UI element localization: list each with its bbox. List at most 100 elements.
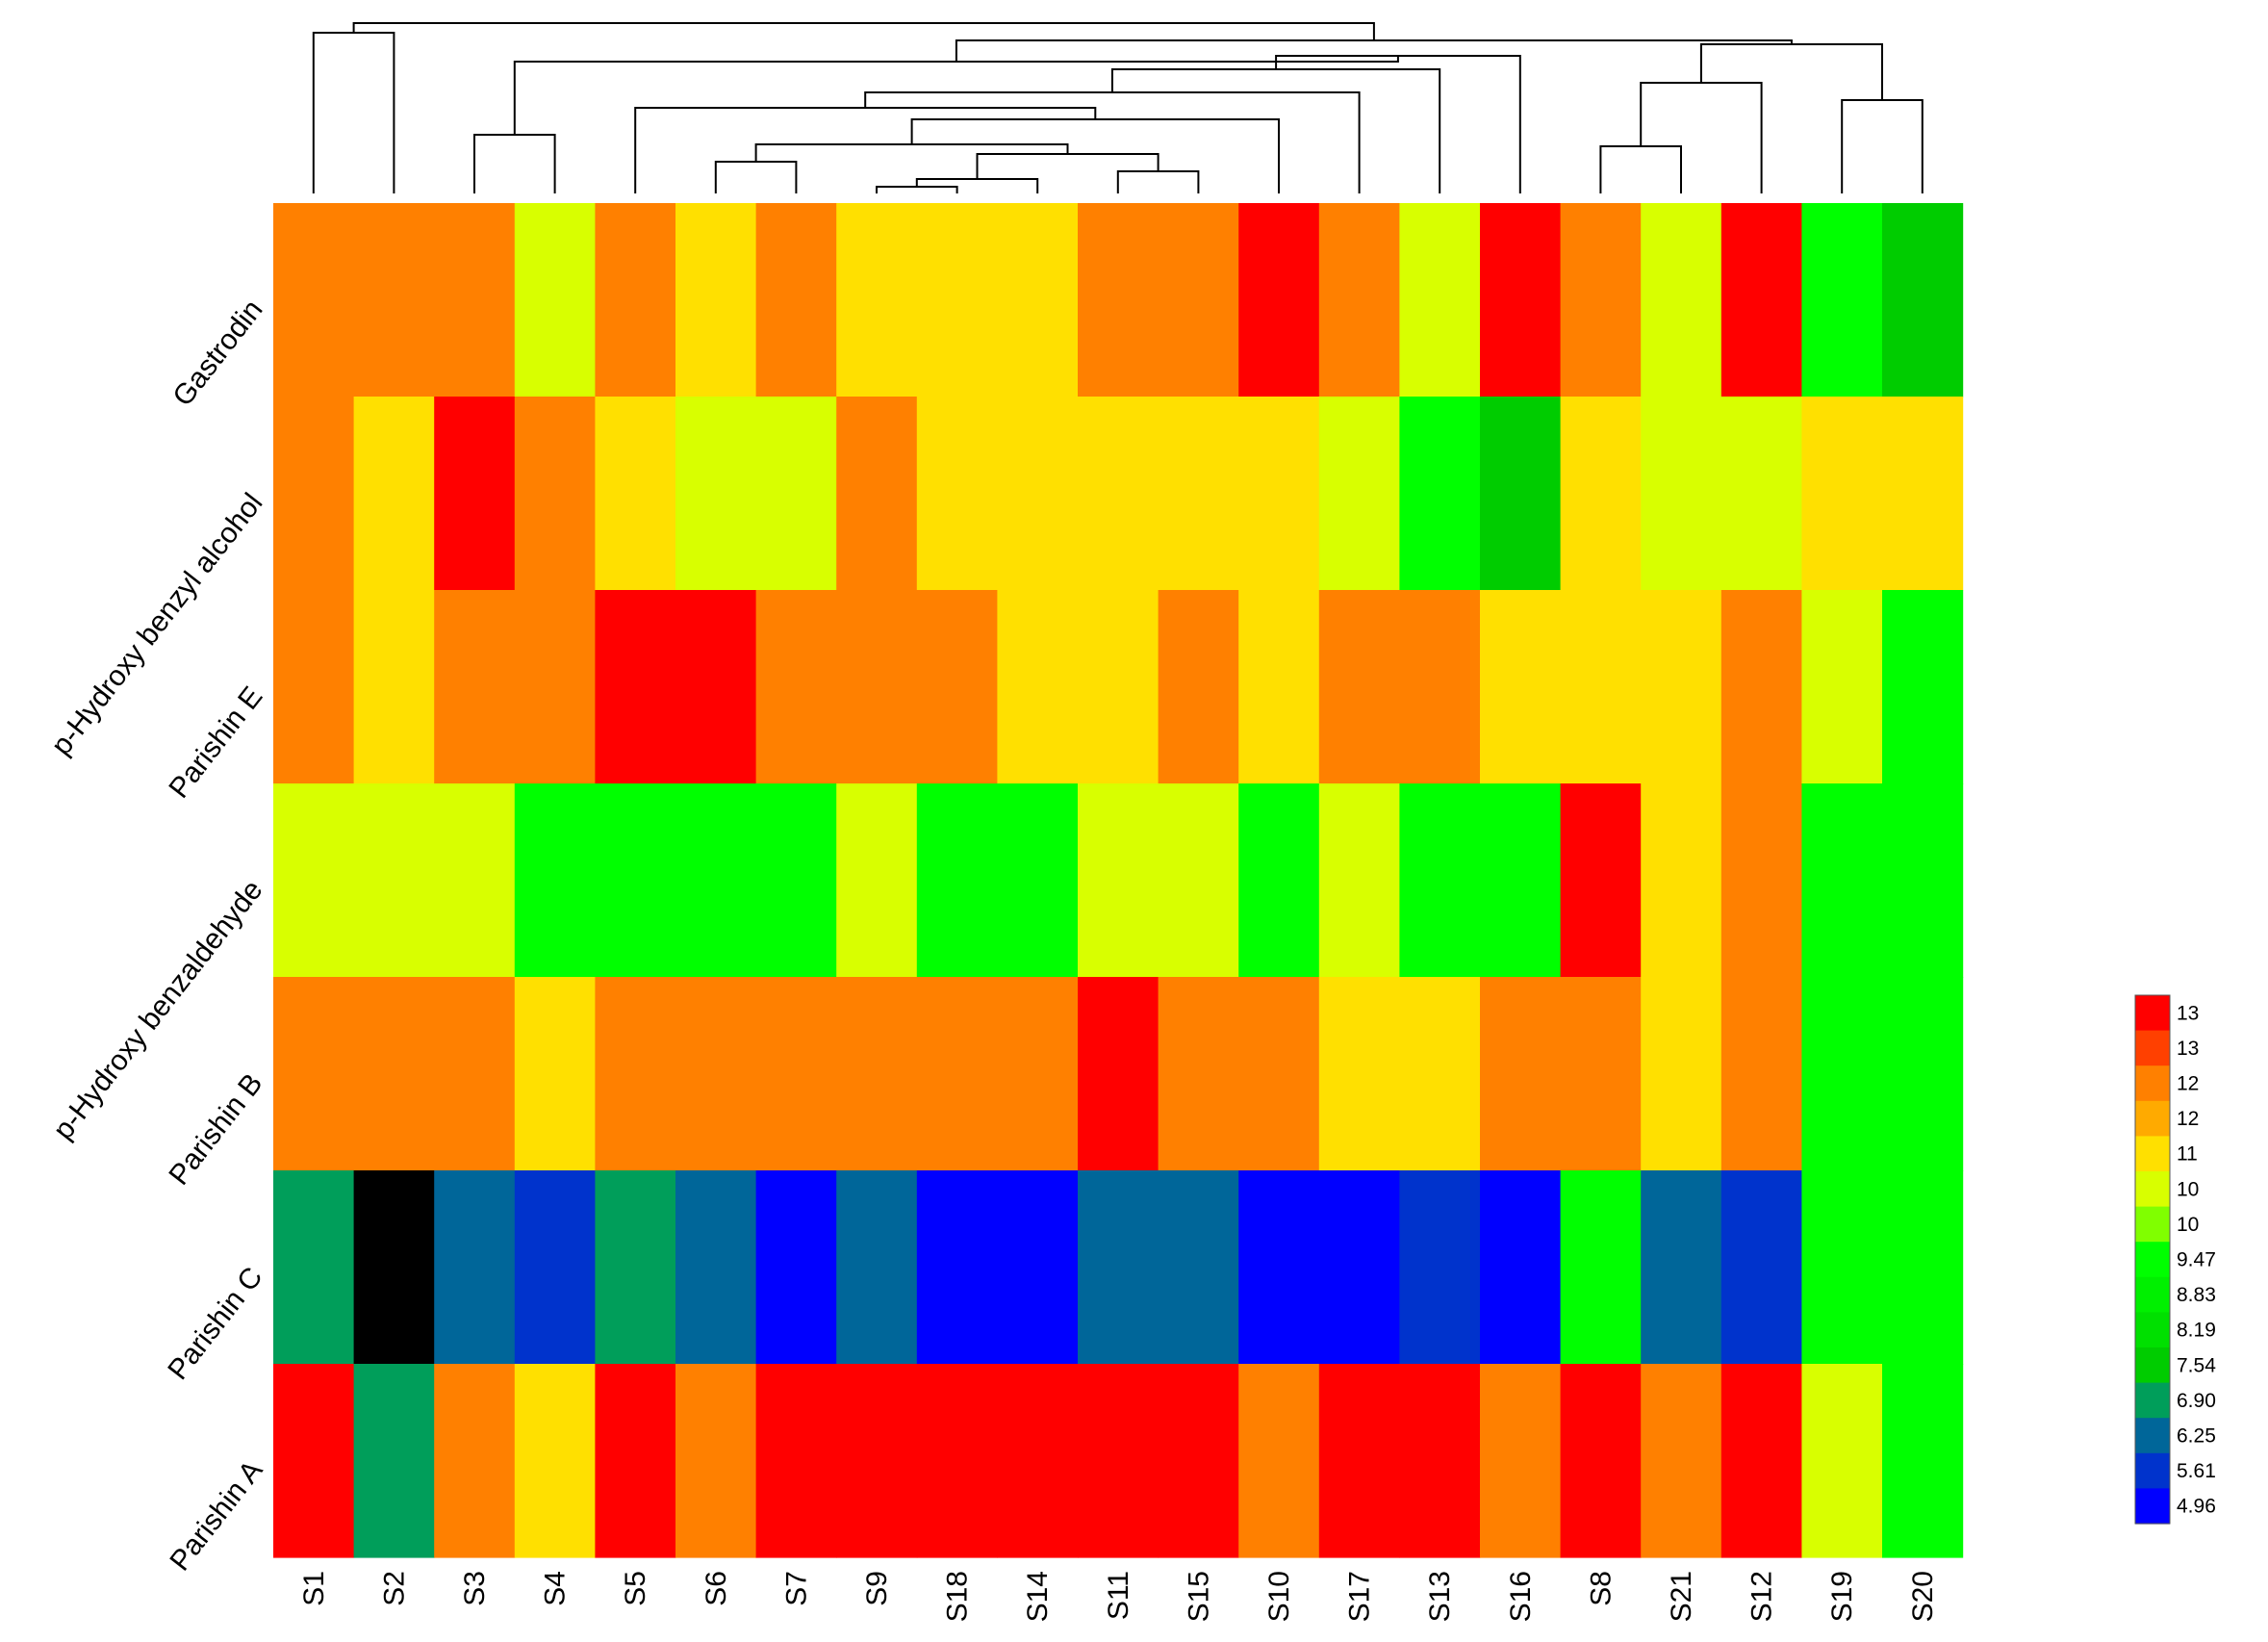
legend-swatch [2135,995,2170,1032]
heatmap-cell [514,1170,596,1365]
heatmap-cell [1801,203,1883,398]
heatmap-cell [1641,783,1722,978]
legend-label: 12 [2177,1073,2199,1095]
dendrogram-branch [1110,68,1441,193]
heatmap-cell [353,783,435,978]
heatmap-cell [997,590,1079,784]
column-label: S3 [459,1571,491,1606]
row-label: Parishin E [163,680,268,804]
heatmap-cell [595,977,676,1171]
heatmap-cell [1560,783,1642,978]
heatmap-cell [997,783,1079,978]
legend-label: 8.19 [2177,1320,2216,1342]
heatmap-cell [916,1364,998,1558]
dendrogram-branch [910,118,1280,193]
column-label: S2 [378,1571,410,1606]
heatmap-cell [1399,203,1481,398]
heatmap-cell [1882,977,1964,1171]
legend-swatch [2135,1100,2170,1137]
legend-label: 13 [2177,1002,2199,1024]
legend-label: 9.47 [2177,1249,2216,1271]
heatmap-cell [273,1364,355,1558]
heatmap-cell [1720,590,1802,784]
heatmap-cell [1641,1364,1722,1558]
heatmap-cell [514,203,596,398]
heatmap-cell [1318,397,1400,591]
heatmap-cell [997,1364,1079,1558]
legend-label: 13 [2177,1038,2199,1060]
heatmap-cell [836,1364,918,1558]
heatmap-cell [675,977,757,1171]
heatmap-cell [1078,203,1159,398]
heatmap-cell [595,1170,676,1365]
heatmap-cell [1318,783,1400,978]
heatmap-cell [353,590,435,784]
heatmap-cell [997,1170,1079,1365]
legend-swatch [2135,1312,2170,1348]
legend-swatch [2135,1276,2170,1313]
dendrogram-branch [1841,99,1924,193]
heatmap-cell [1158,203,1239,398]
dendrogram-branch [714,161,798,193]
heatmap-cell [755,590,837,784]
heatmap-cell [1078,977,1159,1171]
heatmap-cell [1641,977,1722,1171]
heatmap-cell [836,203,918,398]
heatmap-cell [1801,977,1883,1171]
legend-swatch [2135,1065,2170,1102]
heatmap-cell [675,1364,757,1558]
heatmap-cell [1238,203,1320,398]
heatmap-cell [1238,590,1320,784]
legend-label: 10 [2177,1214,2199,1236]
column-label: S16 [1505,1571,1537,1622]
heatmap-cell [1158,590,1239,784]
column-label: S19 [1826,1571,1858,1622]
heatmap-cell [514,1364,596,1558]
heatmap-cell [434,203,516,398]
heatmap-cell [1720,397,1802,591]
heatmap-cell [514,590,596,784]
column-label: S10 [1263,1571,1295,1622]
heatmap-cell [1158,977,1239,1171]
heatmap-cell [755,1364,837,1558]
dendrogram-branch [312,32,395,193]
heatmap-cell [595,397,676,591]
heatmap-cell [916,590,998,784]
dendrogram-branch [352,22,1375,40]
heatmap-cell [1238,1170,1320,1365]
heatmap-cell [1720,203,1802,398]
heatmap-cell [1801,590,1883,784]
heatmap-cell [1560,203,1642,398]
legend-swatch [2135,1418,2170,1454]
heatmap-cell [1078,1170,1159,1365]
dendrogram-branch [955,39,1793,62]
row-label: Parishin A [164,1454,268,1577]
dendrogram-branch [1116,170,1200,193]
heatmap-cell [1641,1170,1722,1365]
heatmap-cell [755,783,837,978]
heatmap-cell [1641,397,1722,591]
column-label: S8 [1585,1571,1617,1606]
column-label: S15 [1183,1571,1214,1622]
heatmap-cell [916,397,998,591]
column-dendrogram [312,22,1924,193]
heatmap-cell [1480,1170,1562,1365]
heatmap-cell [1882,783,1964,978]
heatmap-cell [1399,590,1481,784]
heatmap-cell [1641,590,1722,784]
column-label: S6 [701,1571,732,1606]
column-label: S18 [942,1571,974,1622]
column-label: S21 [1666,1571,1697,1622]
legend-swatch [2135,1347,2170,1384]
column-label: S20 [1907,1571,1939,1622]
column-label: S1 [298,1571,330,1606]
heatmap-cell [1480,783,1562,978]
heatmap-cell [1560,1364,1642,1558]
dendrogram-branch [976,153,1159,179]
heatmap-cell [1238,783,1320,978]
heatmap-cell [1318,203,1400,398]
heatmap-cell [675,783,757,978]
heatmap-cell [1238,1364,1320,1558]
column-label: S9 [861,1571,893,1606]
